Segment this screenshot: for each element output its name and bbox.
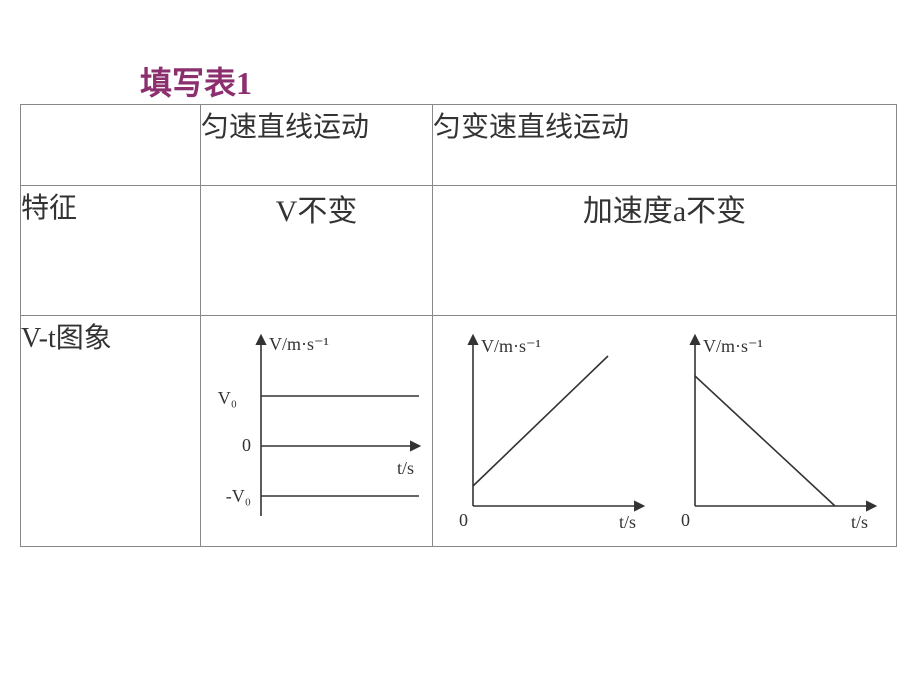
y-axis-label: V/m·s⁻¹	[703, 336, 763, 356]
header-accel: 匀变速直线运动	[433, 105, 897, 186]
header-empty	[21, 105, 201, 186]
y-axis-label: V/m·s⁻¹	[481, 336, 541, 356]
vt-graph-uniform: V/m·s⁻¹ t/s V₀ 0 -V₀	[201, 316, 433, 547]
table-header-row: 匀速直线运动 匀变速直线运动	[21, 105, 897, 186]
vt-graph-uniform-svg: V/m·s⁻¹ t/s V₀ 0 -V₀	[201, 316, 433, 546]
v0-neg-label: -V₀	[226, 486, 251, 506]
row-label-feature: 特征	[21, 186, 201, 316]
feature-uniform: V不变	[201, 186, 433, 316]
v0-pos-label: V₀	[218, 388, 237, 408]
x-axis-label: t/s	[851, 512, 868, 532]
origin-label: 0	[681, 510, 690, 530]
row-feature: 特征 V不变 加速度a不变	[21, 186, 897, 316]
vt-graph-accel-cell: V/m·s⁻¹ t/s 0 V/m·s⁻¹	[433, 316, 897, 547]
physics-table: 匀速直线运动 匀变速直线运动 特征 V不变 加速度a不变 V-t图象	[20, 104, 897, 547]
y-axis-label: V/m·s⁻¹	[269, 334, 329, 354]
page: 填写表1 匀速直线运动 匀变速直线运动 特征 V不变 加速度a不变 V-t图象	[0, 0, 920, 690]
x-axis-label: t/s	[619, 512, 636, 532]
vt-graph-accel-increasing: V/m·s⁻¹ t/s 0	[433, 316, 665, 546]
origin-label: 0	[242, 435, 251, 455]
row-label-graph: V-t图象	[21, 316, 201, 547]
x-axis-label: t/s	[397, 458, 414, 478]
row-graph: V-t图象 V/m·s	[21, 316, 897, 547]
page-title: 填写表1	[140, 58, 252, 104]
origin-label: 0	[459, 510, 468, 530]
feature-accel: 加速度a不变	[433, 186, 897, 316]
vt-graph-accel-decreasing: V/m·s⁻¹ t/s 0	[665, 316, 897, 546]
header-uniform: 匀速直线运动	[201, 105, 433, 186]
